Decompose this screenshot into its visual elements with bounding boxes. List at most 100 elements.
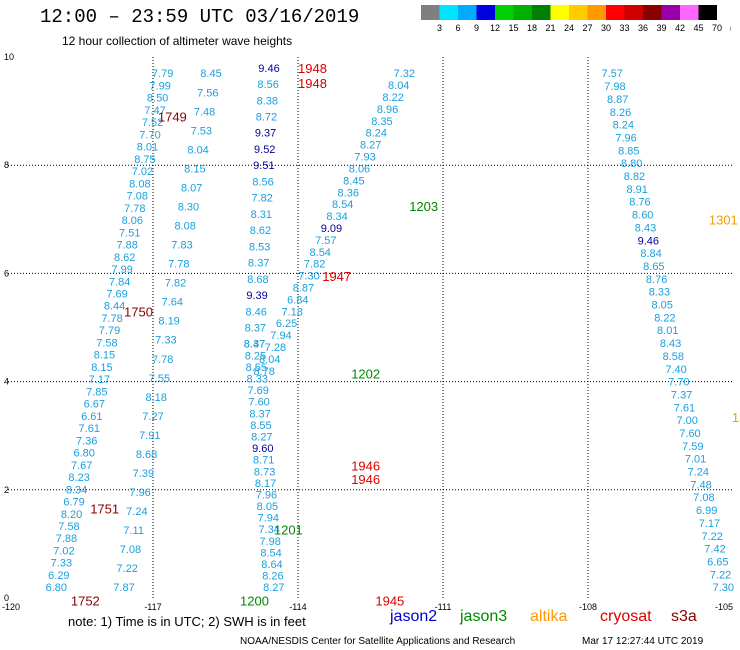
wave-height-value: 7.99 <box>111 264 132 276</box>
wave-height-value: 7.00 <box>676 415 697 427</box>
colorbar-tick-label: 3 <box>437 23 442 33</box>
wave-height-value: 7.22 <box>710 569 731 581</box>
legend-cryosat: cryosat <box>600 608 652 625</box>
color-swatch <box>532 5 551 20</box>
wave-height-value: 6.61 <box>81 411 102 423</box>
colorbar-tick-label: 6 <box>455 23 460 33</box>
wave-height-value: 8.55 <box>250 420 271 432</box>
wave-height-value: 8.78 <box>253 366 274 378</box>
wave-height-value: 7.08 <box>693 492 714 504</box>
x-tick-label: -120 <box>2 602 20 612</box>
generated-timestamp: Mar 17 12:27:44 UTC 2019 <box>582 636 704 647</box>
y-tick-label: 4 <box>4 377 9 387</box>
wave-height-value: 8.26 <box>610 107 631 119</box>
wave-height-value: 8.68 <box>247 274 268 286</box>
wave-height-value: 7.93 <box>354 152 375 164</box>
wave-height-value: 7.32 <box>394 68 415 80</box>
wave-height-value: 8.27 <box>360 140 381 152</box>
time-label: 1946 <box>351 458 380 473</box>
wave-height-value: 8.53 <box>249 241 270 253</box>
wave-height-value: 7.91 <box>139 430 160 442</box>
wave-height-value: 7.82 <box>165 278 186 290</box>
chart-subtitle: 12 hour collection of altimeter wave hei… <box>62 34 293 48</box>
color-swatch <box>661 5 680 20</box>
wave-height-value: 8.44 <box>104 301 125 313</box>
colorbar-tick-label: 27 <box>582 23 592 33</box>
wave-height-value: 8.06 <box>122 215 143 227</box>
wave-height-value: 8.91 <box>626 184 647 196</box>
wave-height-value: 7.61 <box>79 423 100 435</box>
wave-height-value: 8.15 <box>91 362 112 374</box>
wave-height-value: 7.70 <box>668 377 689 389</box>
wave-height-value: 7.40 <box>665 364 686 376</box>
wave-height-value: 7.78 <box>124 203 145 215</box>
color-swatch <box>624 5 643 20</box>
color-swatch <box>569 5 588 20</box>
time-label: 1201 <box>274 522 303 537</box>
time-label: 1751 <box>90 502 119 517</box>
wave-height-value: 8.75 <box>134 154 155 166</box>
legend-jason3: jason3 <box>460 608 508 625</box>
wave-height-value: 7.60 <box>248 397 269 409</box>
wave-height-value: 8.15 <box>94 350 115 362</box>
wave-height-value: 8.76 <box>629 197 650 209</box>
wave-height-value: 7.96 <box>615 132 636 144</box>
x-tick-label: -111 <box>435 602 452 612</box>
wave-height-value: 7.82 <box>251 193 272 205</box>
wave-height-value: 8.06 <box>349 163 370 175</box>
wave-height-value: 8.24 <box>613 120 634 132</box>
wave-height-value: 7.79 <box>99 325 120 337</box>
time-label: 130 <box>732 410 740 425</box>
wave-height-value: 9.37 <box>255 128 276 140</box>
wave-height-value: 8.01 <box>657 325 678 337</box>
wave-height-value: 8.46 <box>245 306 266 318</box>
wave-height-value: 8.54 <box>310 247 331 259</box>
time-label: 1200 <box>240 594 269 609</box>
wave-height-value: 8.08 <box>175 221 196 233</box>
wave-height-value: 8.04 <box>259 354 280 366</box>
wave-height-value: 8.34 <box>66 484 87 496</box>
wave-height-value: 8.27 <box>263 582 284 594</box>
wave-height-value: 9.52 <box>254 144 275 156</box>
time-label: 1750 <box>124 304 153 319</box>
color-swatch <box>587 5 606 20</box>
time-label: 1945 <box>375 594 404 609</box>
colorbar-tick-label: (ft) <box>730 23 731 33</box>
wave-height-value: 7.87 <box>113 582 134 594</box>
wave-height-value: 7.88 <box>56 533 77 545</box>
wave-height-value: 8.22 <box>382 92 403 104</box>
x-tick-label: -108 <box>579 602 597 612</box>
wave-height-value: 8.04 <box>187 144 208 156</box>
wave-height-value: 7.27 <box>142 411 163 423</box>
wave-height-value: 6.79 <box>63 497 84 509</box>
wave-height-value: 7.36 <box>76 435 97 447</box>
wave-height-value: 7.70 <box>139 129 160 141</box>
colorbar-tick-label: 18 <box>527 23 537 33</box>
wave-height-value: 7.67 <box>71 460 92 472</box>
chart-title: 12:00 – 23:59 UTC 03/16/2019 <box>40 6 360 28</box>
wave-height-value: 7.84 <box>109 276 130 288</box>
wave-height-value: 8.07 <box>181 182 202 194</box>
color-swatch <box>513 5 532 20</box>
wave-height-value: 7.99 <box>149 80 170 92</box>
wave-height-value: 7.17 <box>89 374 110 386</box>
color-swatch <box>643 5 662 20</box>
wave-height-value: 7.08 <box>127 191 148 203</box>
wave-height-value: 8.64 <box>261 559 282 571</box>
wave-height-value: 7.01 <box>685 454 706 466</box>
color-swatch <box>421 5 440 20</box>
wave-height-value: 8.62 <box>250 225 271 237</box>
wave-height-value: 7.28 <box>265 342 286 354</box>
wave-height-value: 7.82 <box>304 259 325 271</box>
wave-height-value: 8.96 <box>377 104 398 116</box>
wave-height-value: 8.87 <box>293 282 314 294</box>
wave-height-value: 7.52 <box>142 117 163 129</box>
time-label: 1948 <box>298 76 327 91</box>
time-label: 1752 <box>71 594 100 609</box>
y-tick-label: 6 <box>4 268 9 278</box>
colorbar-tick-label: 24 <box>564 23 574 33</box>
wave-height-value: 8.34 <box>326 211 347 223</box>
wave-height-value: 7.18 <box>281 306 302 318</box>
wave-height-value: 9.46 <box>638 235 659 247</box>
